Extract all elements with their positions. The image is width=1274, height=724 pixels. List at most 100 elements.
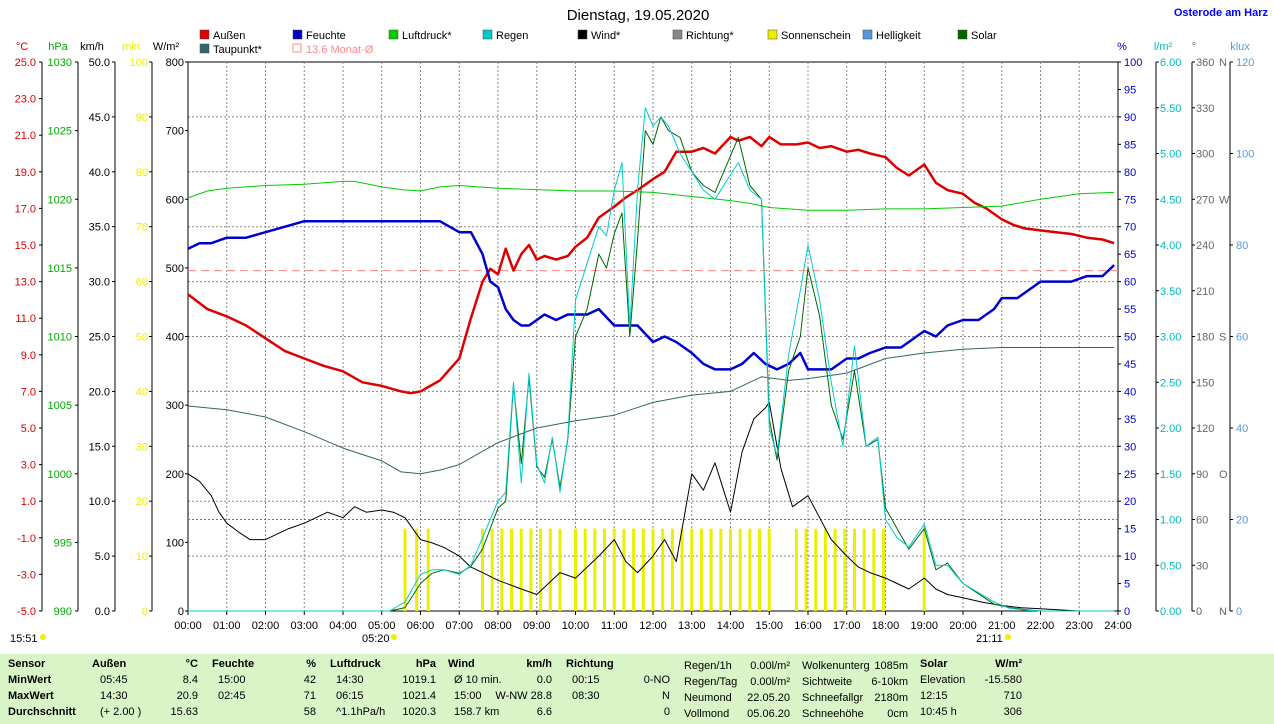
footer-wind-time: Ø 10 min. xyxy=(454,674,502,686)
dir-tick-label: 150 xyxy=(1196,377,1214,389)
footer-wind-value: 0.0 xyxy=(536,674,552,686)
solar-tick-label: 500 xyxy=(166,263,184,275)
hum-tick-label: 30 xyxy=(1124,441,1136,453)
footer-solar-value: 710 xyxy=(1003,690,1022,702)
solar-tick-label: 300 xyxy=(166,400,184,412)
sunshine-bar xyxy=(794,528,798,611)
sunshine-bar xyxy=(833,528,837,611)
series-line-luftdruck xyxy=(187,180,1115,211)
wind-tick-label: 25.0 xyxy=(89,332,110,344)
footer-solar-label: Elevation xyxy=(920,674,966,686)
wind-tick-label: 20.0 xyxy=(89,386,110,398)
legend-swatch xyxy=(862,29,873,40)
wind-tick-label: 5.0 xyxy=(95,551,110,563)
hum-tick-label: 70 xyxy=(1124,222,1136,234)
footer-wolken-label: Wolkenunterg xyxy=(802,660,870,672)
footer-luftdruck-value: 1021.4 xyxy=(402,690,436,702)
hum-tick-label: 15 xyxy=(1124,524,1136,536)
footer-wolken-label: Schneefallgr xyxy=(802,692,864,704)
wind-tick-label: 50.0 xyxy=(89,57,110,69)
footer-richtung-value: N xyxy=(662,690,670,702)
sunshine-bar xyxy=(574,528,577,611)
x-tick-label: 17:00 xyxy=(833,620,861,632)
wind-tick-label: 45.0 xyxy=(89,112,110,124)
sunshine-bar xyxy=(804,528,808,611)
dir-tick-label: 240 xyxy=(1196,240,1214,252)
footer-luftdruck-value: 1020.3 xyxy=(402,706,436,718)
footer-aussen-time: (+ 2.00 ) xyxy=(100,706,142,718)
footer-solar-head: Solar xyxy=(920,658,948,670)
sunshine-bar xyxy=(548,528,552,611)
x-tick-label: 15:00 xyxy=(755,620,783,632)
chart-legend: Außen Taupunkt* Feuchte 13.6 Monat-Ø Luftdru… xyxy=(199,29,997,56)
rain-tick-label: 3.00 xyxy=(1160,332,1181,344)
sunrise-marker xyxy=(391,634,397,640)
sun-tick-label: 90 xyxy=(136,112,148,124)
x-tick-label: 23:00 xyxy=(1065,620,1093,632)
hum-tick-label: 60 xyxy=(1124,277,1136,289)
sunshine-bar xyxy=(922,528,926,611)
sunrise-label: 05:20 xyxy=(362,633,390,645)
temp-tick-label: 3.0 xyxy=(21,460,36,472)
temp-tick-label: 25.0 xyxy=(15,57,36,69)
footer-wind-head: Wind xyxy=(448,658,475,670)
temp-tick-label: 23.0 xyxy=(15,94,36,106)
dir-tick-label: 300 xyxy=(1196,149,1214,161)
footer-luftdruck-time: ^1.1hPa/h xyxy=(336,706,386,718)
footer-regen-value: 0.00l/m² xyxy=(750,676,790,688)
footer-aussen-time: 05:45 xyxy=(100,674,128,686)
footer-wolken-value: 6-10km xyxy=(871,676,908,688)
footer-solar-value: 306 xyxy=(1003,706,1022,718)
sun-tick-label: 80 xyxy=(136,167,148,179)
dir-compass-label: N xyxy=(1219,606,1227,618)
x-tick-label: 02:00 xyxy=(252,620,280,632)
legend-label: Feuchte xyxy=(306,30,346,42)
x-tick-label: 20:00 xyxy=(949,620,977,632)
dir-tick-label: 90 xyxy=(1196,469,1208,481)
dir-compass-label: W xyxy=(1219,194,1230,206)
x-tick-label: 12:00 xyxy=(639,620,667,632)
footer-row-label: MaxWert xyxy=(8,690,54,702)
footer-richtung-time: 08:30 xyxy=(572,690,600,702)
x-tick-label: 04:00 xyxy=(329,620,357,632)
footer-regen-label: Vollmond xyxy=(684,708,730,720)
rain-axis-unit: l/m² xyxy=(1154,41,1173,53)
rain-tick-label: 5.00 xyxy=(1160,149,1181,161)
footer-sensor-head: Sensor xyxy=(8,658,46,670)
footer-wolken-label: Sichtweite xyxy=(802,676,853,688)
footer-solar-unit: W/m² xyxy=(995,658,1022,670)
legend-swatch xyxy=(672,29,683,40)
dir-tick-label: 360 xyxy=(1196,57,1214,69)
temp-axis-unit: °C xyxy=(16,41,28,53)
weather-chart: 00:00 01:00 02:00 03:00 04:00 05:00 06:00 07:00… xyxy=(10,7,1268,645)
sunshine-bar xyxy=(529,528,533,611)
sunshine-bar xyxy=(539,528,543,611)
footer-feuchte-value: 58 xyxy=(303,706,316,718)
footer-row-label: MinWert xyxy=(8,674,52,686)
press-tick-label: 1020 xyxy=(48,194,72,206)
footer-regen-value: 22.05.20 xyxy=(747,692,790,704)
x-tick-label: 14:00 xyxy=(717,620,745,632)
footer-wind-time: 158.7 km xyxy=(454,706,500,718)
press-tick-label: 1025 xyxy=(48,126,72,138)
footer-luftdruck-unit: hPa xyxy=(415,658,436,670)
solar-tick-label: 700 xyxy=(166,126,184,138)
hum-tick-label: 10 xyxy=(1124,551,1136,563)
footer-feuchte-time: 15:00 xyxy=(218,674,246,686)
sunshine-bar xyxy=(481,528,484,611)
temp-tick-label: 13.0 xyxy=(15,277,36,289)
rain-tick-label: 1.00 xyxy=(1160,515,1181,527)
footer-aussen-value: 8.4 xyxy=(182,674,198,686)
footer-solar-value: -15.580 xyxy=(984,674,1022,686)
rain-tick-label: 2.50 xyxy=(1160,377,1181,389)
solar-tick-label: 400 xyxy=(166,332,184,344)
footer-row-label: Durchschnitt xyxy=(8,706,76,718)
legend-label: Regen xyxy=(496,30,528,42)
sunshine-bar xyxy=(872,528,876,611)
footer-feuchte-value: 71 xyxy=(303,690,316,702)
hum-tick-label: 50 xyxy=(1124,332,1136,344)
series-line-taupunkt xyxy=(187,347,1115,475)
sunshine-bar xyxy=(823,528,827,611)
hum-tick-label: 25 xyxy=(1124,469,1136,481)
footer-luftdruck-head: Luftdruck xyxy=(330,658,381,670)
